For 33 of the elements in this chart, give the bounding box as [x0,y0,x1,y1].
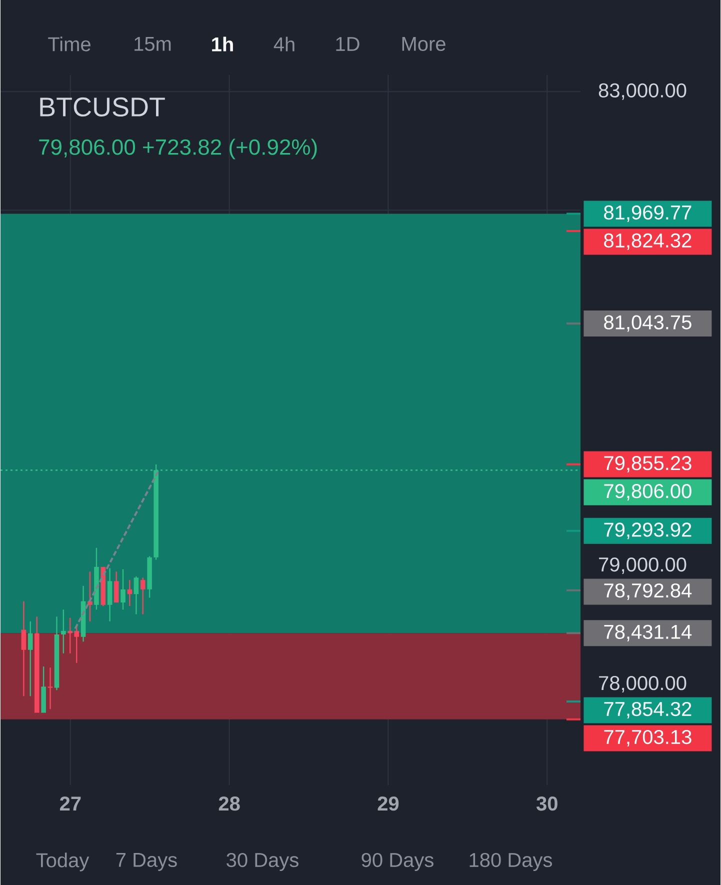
candlestick [48,668,53,710]
text: 90 Days [362,852,434,872]
ref-line-label: 81,824.32 [604,233,692,250]
text: 1h [212,36,234,52]
x-tick-label: 27 [60,796,81,810]
y-tick-label: 78,000.00 [599,676,686,693]
ref-line-label: 81,969.77 [604,205,692,222]
ref-line-label: 78,792.84 [604,583,692,600]
text: 1D [336,37,360,51]
x-tick-label: 28 [219,796,240,811]
ref-line-label: 79,855.23 [604,456,692,473]
ref-line-label: 79,293.92 [604,522,692,540]
text: Time [48,36,91,52]
text: 30 Days [226,852,299,872]
ref-line-label: 77,703.13 [604,730,692,746]
ref-line-label: 77,854.32 [604,702,692,718]
x-tick-label: 29 [378,796,399,811]
y-tick-label: 79,000.00 [599,557,686,574]
x-tick-label: 30 [536,796,558,811]
text: Today [36,852,90,872]
text: 180 Days [470,852,552,872]
ref-line-label: 79,806.00 [604,484,692,501]
text: 7 Days [116,853,178,871]
y-tick-label: 83,000.00 [599,83,686,100]
candlestick [128,580,132,606]
text: 15m [134,37,171,51]
ref-line-label: 81,043.75 [604,315,692,332]
ref-line-label: 78,431.14 [604,624,692,642]
text: 4h [274,36,295,52]
text: More [402,37,446,51]
text: 79,806.00 +723.82 (+0.92%) [39,138,317,160]
candlestick [22,601,26,696]
text: BTCUSDT [40,97,166,117]
